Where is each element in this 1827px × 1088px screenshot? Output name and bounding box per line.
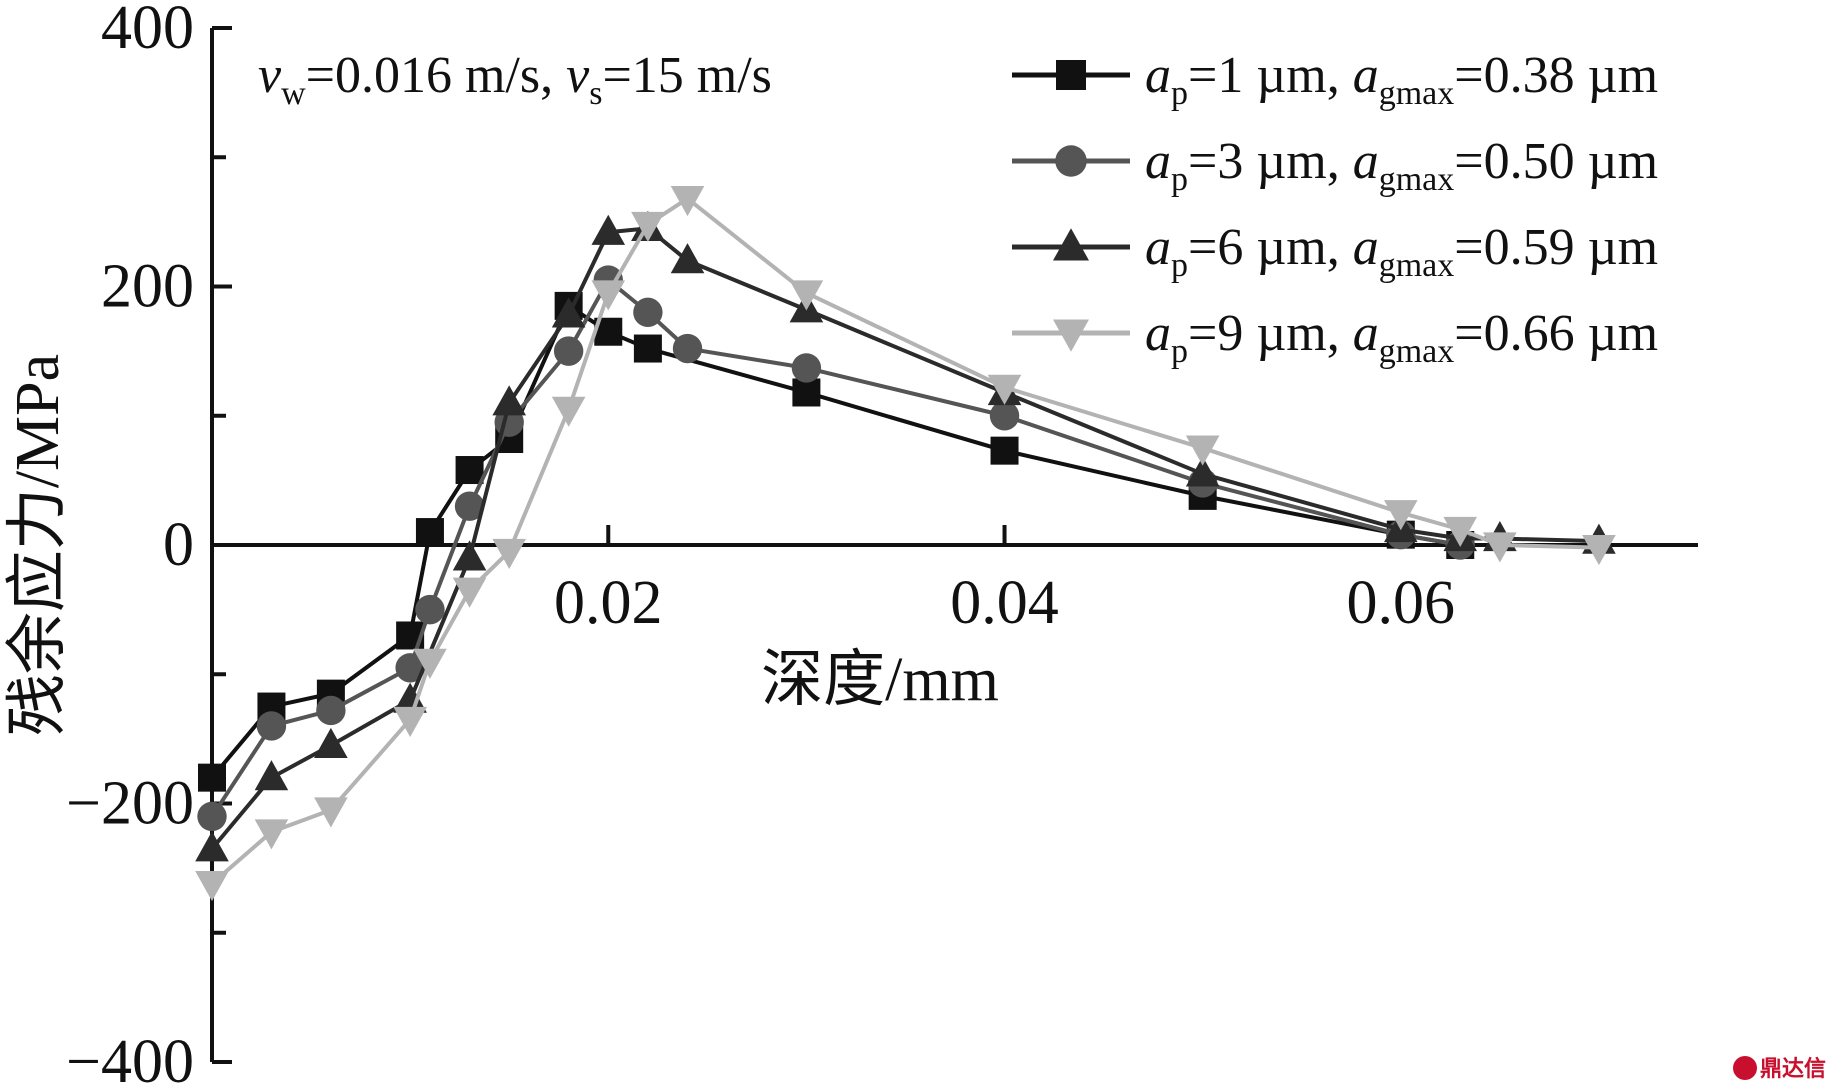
data-point [393,682,427,713]
data-point [551,396,586,427]
legend-marker [1053,319,1089,352]
series-line [210,196,1599,886]
data-point [591,214,626,245]
legend-label: ap=3 µm, agmax=0.50 µm [1145,133,1658,198]
data-point [987,374,1022,405]
condition-annotation: vw=0.016 m/s, vs=15 m/s [258,47,772,112]
data-point [672,333,703,364]
data-point [1443,516,1478,547]
data-point [254,760,289,791]
y-tick-label: 200 [101,253,194,321]
legend-label: ap=9 µm, agmax=0.66 µm [1145,305,1658,370]
watermark-text: 鼎达信 [1760,1056,1826,1082]
x-tick-label: 0.02 [554,569,663,637]
data-point [415,594,445,625]
data-point [989,401,1020,431]
watermark-logo: 鼎达信 [1733,1056,1826,1082]
data-point [492,538,526,569]
data-point [195,871,229,902]
data-point [197,801,227,832]
series-layer [195,186,1616,902]
data-point [631,211,665,242]
legend-label: ap=1 µm, agmax=0.38 µm [1145,47,1658,112]
data-point [198,763,226,792]
data-point [1582,534,1616,566]
series-1 [198,291,1475,792]
legend-item-2: ap=3 µm, agmax=0.50 µm [1012,133,1658,198]
data-point [789,280,824,311]
data-point [256,711,287,741]
data-point [413,648,447,679]
legend-label: ap=6 µm, agmax=0.59 µm [1145,219,1658,284]
data-point [670,243,705,274]
data-point [591,280,626,311]
y-tick-label: −200 [66,770,194,838]
y-tick-label: 0 [163,511,194,579]
data-point [314,727,348,758]
data-point [254,819,289,850]
data-point [633,297,663,328]
data-point [792,378,821,407]
legend-marker [1055,145,1087,177]
data-point [633,334,662,363]
x-tick-label: 0.04 [950,569,1059,637]
data-point [551,297,586,328]
y-axis-title: 残余应力/MPa [4,354,72,736]
series-line [210,278,1461,818]
data-point [316,695,346,726]
data-point [791,353,822,383]
data-point [393,706,427,737]
data-point [455,456,484,485]
legend-marker [1056,60,1086,90]
x-axis-title: 深度/mm [761,646,999,714]
data-point [1384,500,1418,531]
data-point [1185,456,1220,487]
data-point [314,797,348,828]
legend-item-4: ap=9 µm, agmax=0.66 µm [1012,305,1658,370]
data-point [452,540,487,571]
axes-layer: −400 −200 0 200 400 0.02 0.04 0.06 [66,0,1698,1088]
data-point [553,336,584,366]
x-tick-label: 0.06 [1347,569,1456,637]
legend-item-3: ap=6 µm, agmax=0.59 µm [1012,219,1658,284]
y-tick-label: 400 [101,0,194,62]
series-4 [195,186,1616,902]
data-point [452,577,487,608]
data-point [1483,532,1517,563]
data-point [415,518,444,547]
data-point [395,653,425,683]
data-point [1185,435,1220,466]
data-point [990,436,1019,465]
data-point [195,831,229,862]
y-tick-label: −400 [66,1028,194,1088]
legend-marker [1053,228,1089,261]
series-3 [195,210,1616,862]
data-point [454,491,485,521]
data-point [670,186,705,217]
data-point [492,385,526,416]
legend: ap=1 µm, agmax=0.38 µm ap=3 µm, agmax=0.5… [1012,47,1658,370]
legend-item-1: ap=1 µm, agmax=0.38 µm [1012,47,1658,112]
